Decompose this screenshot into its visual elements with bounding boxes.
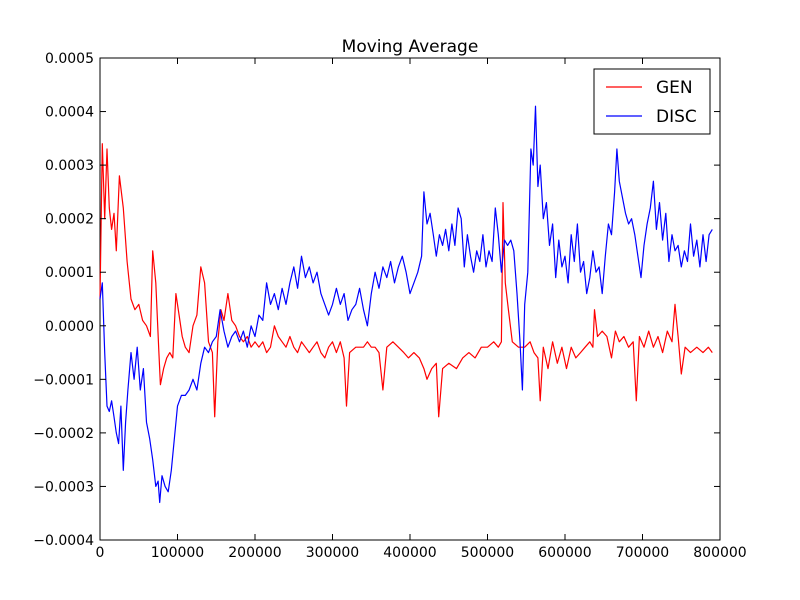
chart-title: Moving Average — [342, 37, 479, 57]
y-tick-label: −0.0002 — [33, 426, 94, 442]
axis-ticks: 0 100000 200000 300000 400000 500000 600000 700… — [33, 51, 746, 561]
x-tick-label: 500000 — [461, 545, 514, 561]
plot-area: 0 100000 200000 300000 400000 500000 600000 700… — [33, 51, 746, 561]
y-tick-label: 0.0005 — [45, 51, 94, 67]
x-tick-label: 200000 — [228, 545, 281, 561]
y-tick-label: 0.0004 — [45, 105, 94, 121]
x-tick-label: 300000 — [306, 545, 359, 561]
x-tick-label: 800000 — [693, 545, 746, 561]
legend: GEN DISC — [593, 68, 711, 135]
y-tick-label: −0.0004 — [33, 533, 94, 549]
y-tick-label: −0.0001 — [33, 372, 94, 388]
x-tick-label: 700000 — [616, 545, 669, 561]
series-lines — [99, 105, 713, 504]
x-tick-label: 400000 — [383, 545, 436, 561]
legend-label-disc: DISC — [656, 107, 697, 127]
y-tick-label: 0.0001 — [45, 265, 94, 281]
y-tick-label: 0.0002 — [45, 212, 94, 228]
x-tick-label: 600000 — [538, 545, 591, 561]
legend-box — [593, 68, 711, 135]
series-line-gen — [99, 143, 713, 418]
legend-label-gen: GEN — [656, 78, 693, 98]
y-tick-label: 0.0000 — [45, 319, 94, 335]
series-line-disc — [99, 105, 713, 504]
x-tick-label: 100000 — [151, 545, 204, 561]
x-tick-label: 0 — [96, 545, 105, 561]
y-tick-label: 0.0003 — [45, 158, 94, 174]
y-tick-label: −0.0003 — [33, 479, 94, 495]
